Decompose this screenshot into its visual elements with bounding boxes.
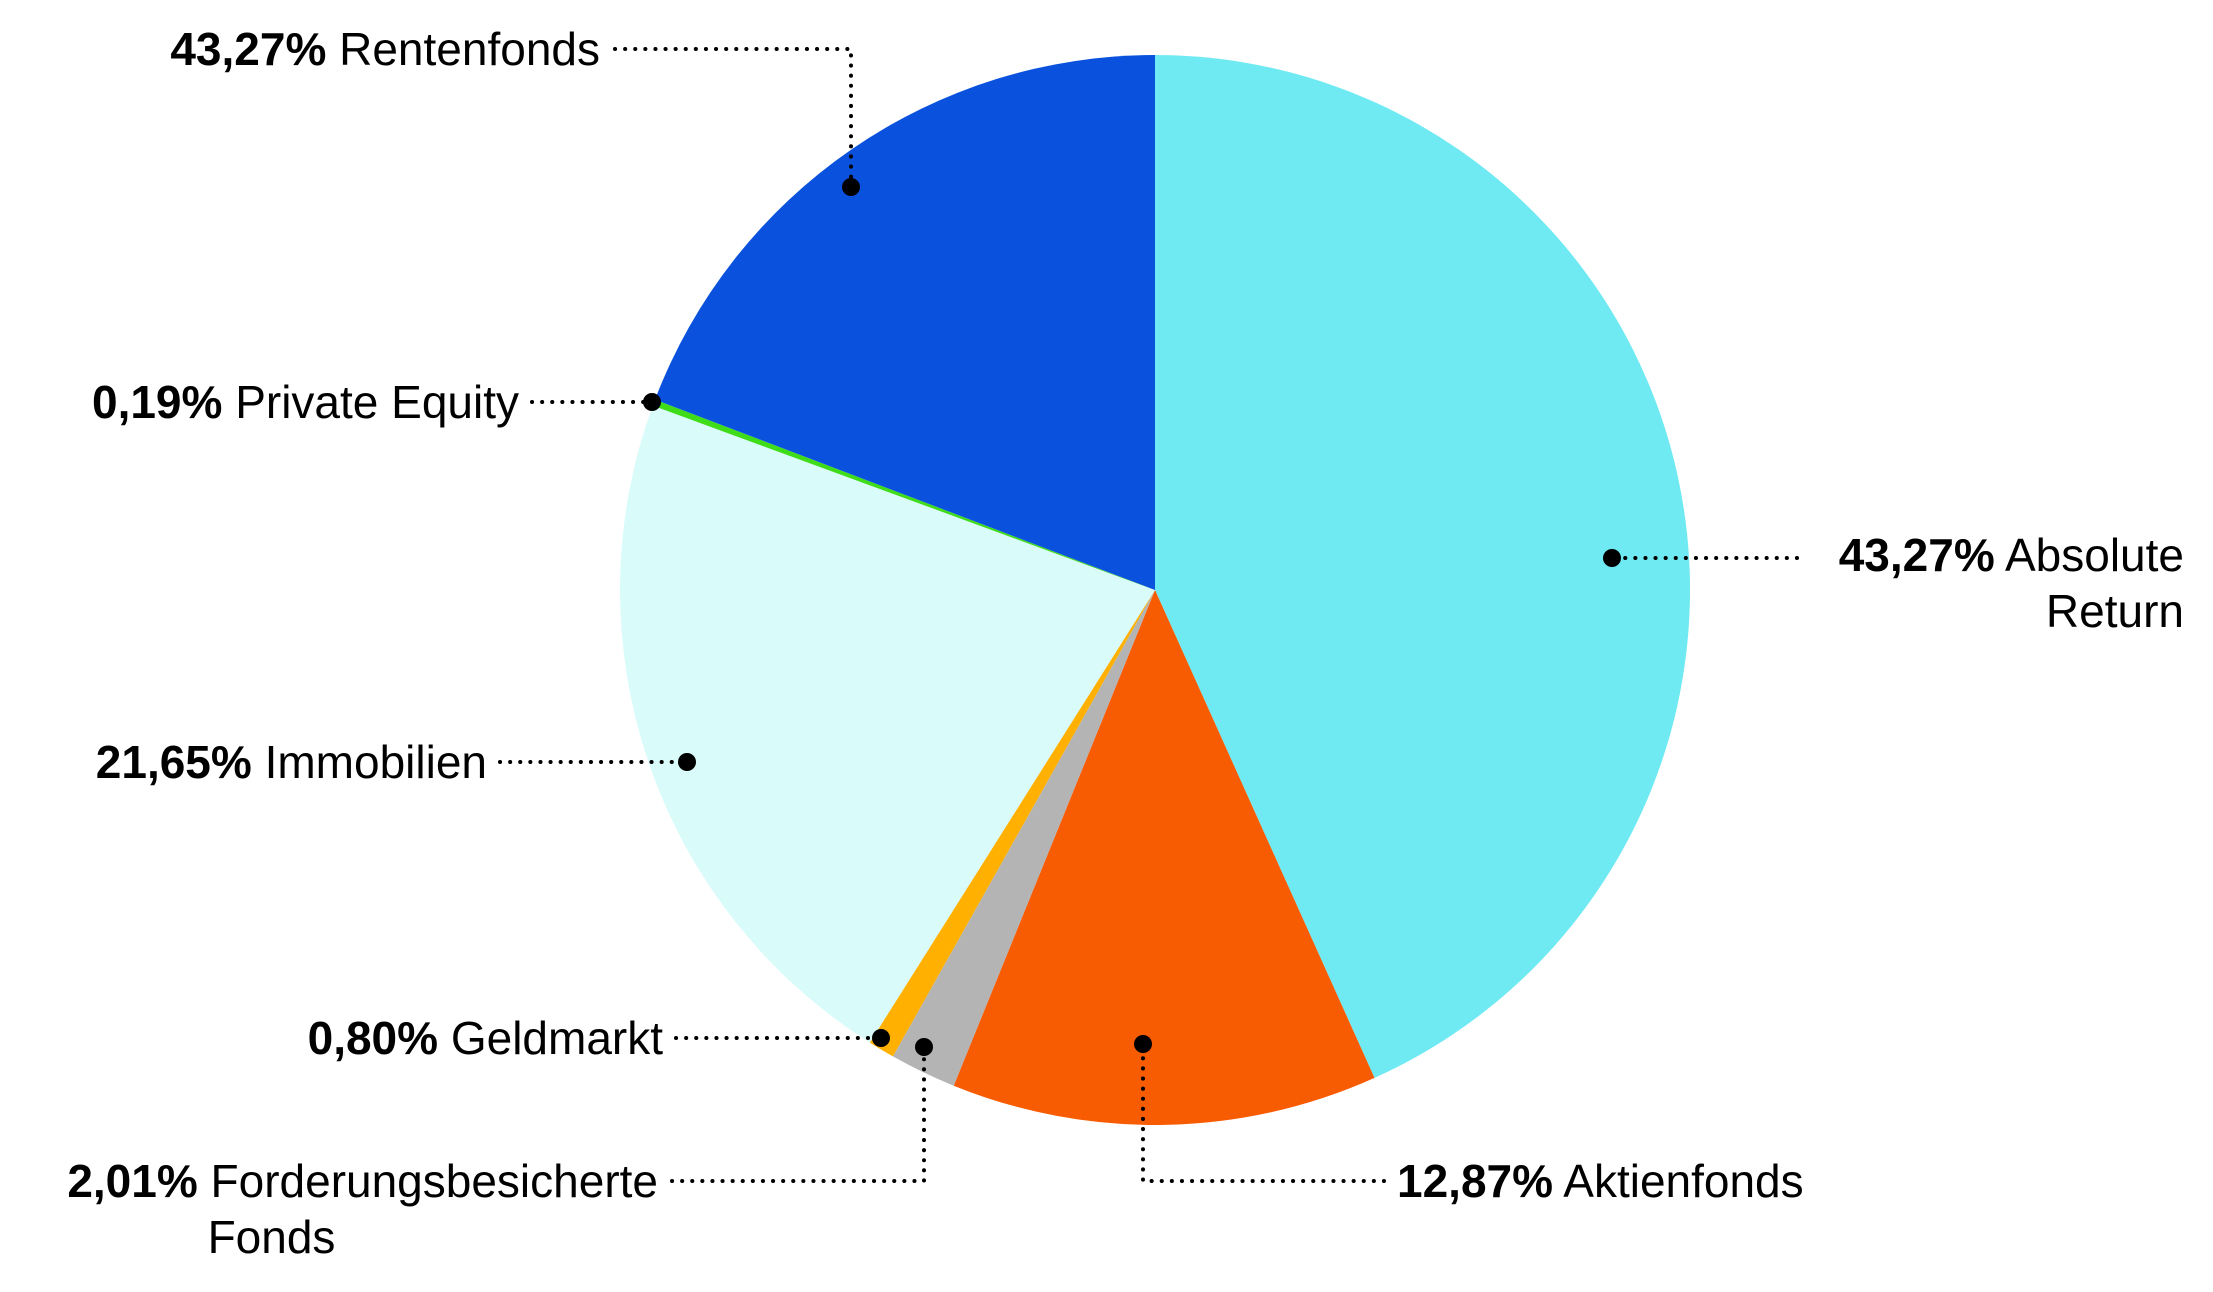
leader-dots bbox=[643, 178, 1621, 1056]
label-forderungsbesicherte-fonds: 2,01% Forderungsbesicherte Fonds bbox=[35, 1153, 658, 1265]
label-geldmarkt-pct: 0,80% bbox=[307, 1012, 439, 1064]
label-absolute-return: 43,27% Absolute Return bbox=[1810, 527, 2184, 639]
label-geldmarkt: 0,80% Geldmarkt bbox=[308, 1010, 663, 1066]
dot-absolute-return bbox=[1603, 549, 1621, 567]
label-aktienfonds: 12,87% Aktienfonds bbox=[1397, 1153, 1804, 1209]
label-aktienfonds-name: Aktienfonds bbox=[1563, 1155, 1804, 1207]
dot-private-equity bbox=[643, 393, 661, 411]
label-rentenfonds-pct: 43,27% bbox=[170, 23, 327, 75]
dot-forderung bbox=[915, 1038, 933, 1056]
label-immobilien-name: Immobilien bbox=[264, 736, 487, 788]
label-rentenfonds: 43,27% Rentenfonds bbox=[170, 21, 600, 77]
pie bbox=[620, 54, 1691, 1126]
leader-lines bbox=[498, 47, 1799, 1183]
label-absolute-return-pct: 43,27% bbox=[1838, 529, 1995, 581]
label-forderung-name2: Fonds bbox=[207, 1211, 336, 1264]
leader-forderung bbox=[670, 1054, 926, 1183]
label-geldmarkt-name: Geldmarkt bbox=[450, 1012, 663, 1064]
leader-rentenfonds bbox=[613, 47, 853, 180]
label-aktienfonds-pct: 12,87% bbox=[1397, 1155, 1554, 1207]
pie-slice-immobilien bbox=[620, 405, 1155, 1043]
label-immobilien: 21,65% Immobilien bbox=[96, 734, 487, 790]
dot-rentenfonds bbox=[842, 178, 860, 196]
dot-geldmarkt bbox=[872, 1029, 890, 1047]
dot-immobilien bbox=[678, 753, 696, 771]
dot-aktienfonds bbox=[1134, 1035, 1152, 1053]
label-forderung-pct: 2,01% bbox=[67, 1155, 198, 1207]
label-rentenfonds-name: Rentenfonds bbox=[339, 23, 600, 75]
label-immobilien-pct: 21,65% bbox=[95, 736, 252, 788]
label-private-equity: 0,19% Private Equity bbox=[92, 374, 519, 430]
label-private-equity-pct: 0,19% bbox=[91, 376, 223, 428]
pie-slice-geldmarkt bbox=[869, 590, 1155, 1057]
pie-slice-private-equity bbox=[652, 399, 1155, 590]
label-private-equity-name: Private Equity bbox=[235, 376, 519, 428]
leader-aktienfonds bbox=[1141, 1051, 1386, 1183]
label-forderung-name: Forderungsbesicherte bbox=[210, 1155, 658, 1207]
pie-slice-absolute-return bbox=[1155, 55, 1691, 1078]
pie-slice-rentenfonds bbox=[655, 54, 1155, 591]
label-absolute-return-name: Absolute Return bbox=[2004, 529, 2184, 638]
pie-slice-forderungsbesicherte-fonds bbox=[892, 590, 1155, 1086]
pie-slice-aktienfonds bbox=[953, 590, 1375, 1126]
